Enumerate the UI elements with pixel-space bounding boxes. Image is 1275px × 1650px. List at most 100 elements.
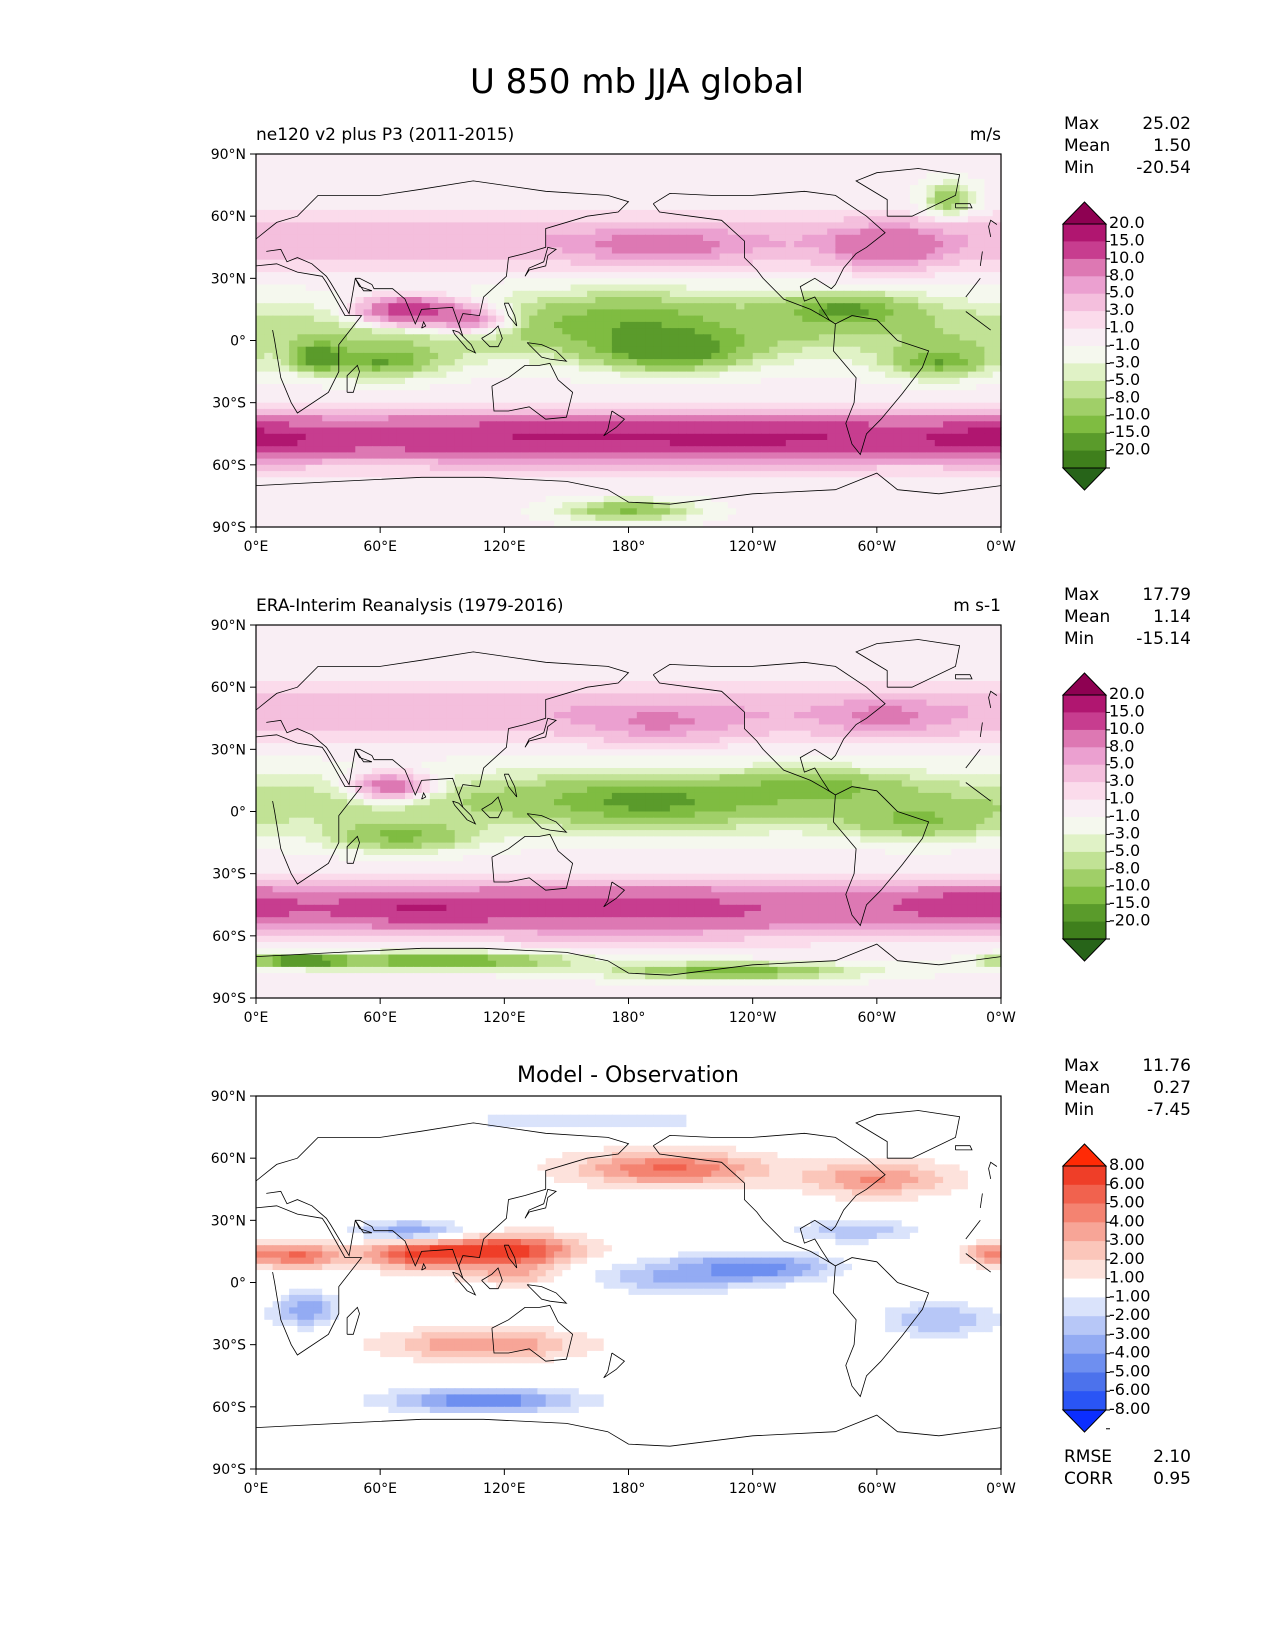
grid-cell: [289, 421, 298, 429]
grid-cell: [396, 303, 406, 310]
grid-cell: [810, 154, 820, 161]
grid-cell: [603, 203, 613, 211]
grid-cell: [876, 334, 886, 342]
grid-cell: [926, 185, 936, 192]
grid-cell: [462, 390, 472, 397]
grid-cell: [587, 396, 596, 404]
grid-cell: [454, 396, 464, 404]
grid-cell: [554, 284, 563, 292]
grid-cell: [843, 371, 853, 379]
grid-cell: [967, 483, 977, 491]
grid-cell: [669, 446, 679, 453]
grid-cell: [289, 154, 298, 161]
grid-cell: [371, 241, 381, 248]
grid-cell: [620, 396, 630, 404]
grid-cell: [264, 433, 274, 441]
grid-cell: [305, 489, 315, 497]
grid-cell: [363, 384, 373, 391]
grid-cell: [719, 228, 729, 236]
grid-cell: [934, 191, 944, 199]
grid-cell: [876, 396, 886, 404]
grid-cell: [587, 160, 596, 167]
grid-cell: [454, 278, 464, 286]
grid-cell: [719, 278, 729, 286]
grid-cell: [736, 415, 745, 422]
grid-cell: [777, 309, 787, 317]
grid-cell: [992, 452, 1002, 460]
grid-cell: [504, 178, 514, 186]
grid-cell: [984, 284, 994, 292]
grid-cell: [595, 390, 605, 397]
grid-cell: [512, 303, 522, 310]
grid-cell: [578, 309, 588, 317]
grid-cell: [703, 185, 712, 192]
grid-cell: [487, 278, 497, 286]
grid-cell: [909, 247, 919, 255]
grid-cell: [438, 346, 447, 354]
grid-cell: [587, 452, 596, 460]
grid-cell: [885, 315, 894, 323]
grid-cell: [827, 334, 837, 342]
grid-cell: [802, 265, 812, 273]
grid-cell: [959, 483, 969, 491]
grid-cell: [363, 390, 373, 397]
grid-cell: [280, 265, 290, 273]
grid-cell: [918, 253, 928, 261]
grid-cell: [396, 384, 406, 391]
grid-cell: [976, 222, 986, 230]
grid-cell: [338, 278, 348, 286]
grid-cell: [901, 321, 911, 329]
grid-cell: [885, 390, 894, 397]
grid-cell: [595, 440, 605, 447]
grid-cell: [645, 446, 654, 453]
grid-cell: [736, 471, 745, 478]
grid-cell: [860, 396, 870, 404]
grid-cell: [661, 452, 671, 460]
grid-cell: [661, 278, 671, 286]
grid-cell: [289, 228, 298, 236]
grid-cell: [661, 377, 671, 385]
panel-units: m/s: [970, 125, 1001, 145]
grid-cell: [537, 197, 547, 205]
grid-cell: [959, 352, 969, 360]
grid-cell: [520, 278, 530, 286]
grid-cell: [587, 272, 596, 279]
grid-cell: [943, 160, 952, 167]
grid-cell: [860, 321, 870, 329]
grid-cell: [876, 228, 886, 236]
grid-cell: [694, 203, 704, 211]
grid-cell: [446, 203, 456, 211]
grid-cell: [570, 278, 580, 286]
grid-cell: [843, 489, 853, 497]
grid-cell: [852, 328, 861, 335]
grid-cell: [529, 371, 539, 379]
grid-cell: [496, 371, 505, 379]
grid-cell: [272, 185, 282, 192]
grid-cell: [578, 290, 588, 298]
grid-cell: [256, 390, 265, 397]
grid-cell: [893, 321, 903, 329]
grid-cell: [322, 172, 332, 180]
grid-cell: [967, 241, 977, 248]
grid-cell: [901, 440, 911, 447]
grid-cell: [330, 464, 340, 472]
grid-cell: [289, 172, 298, 180]
grid-cell: [843, 446, 853, 453]
grid-cell: [794, 185, 803, 192]
grid-cell: [636, 340, 646, 348]
grid-cell: [943, 334, 952, 342]
grid-cell: [752, 166, 762, 174]
grid-cell: [868, 222, 878, 230]
grid-cell: [587, 222, 596, 230]
grid-cell: [380, 309, 390, 317]
grid-cell: [686, 458, 696, 466]
grid-cell: [363, 458, 373, 466]
grid-cell: [471, 421, 481, 429]
grid-cell: [562, 427, 572, 435]
grid-cell: [611, 253, 621, 261]
grid-cell: [661, 415, 671, 422]
grid-cell: [645, 259, 654, 267]
grid-cell: [645, 471, 654, 478]
grid-cell: [322, 365, 332, 373]
grid-cell: [769, 265, 779, 273]
